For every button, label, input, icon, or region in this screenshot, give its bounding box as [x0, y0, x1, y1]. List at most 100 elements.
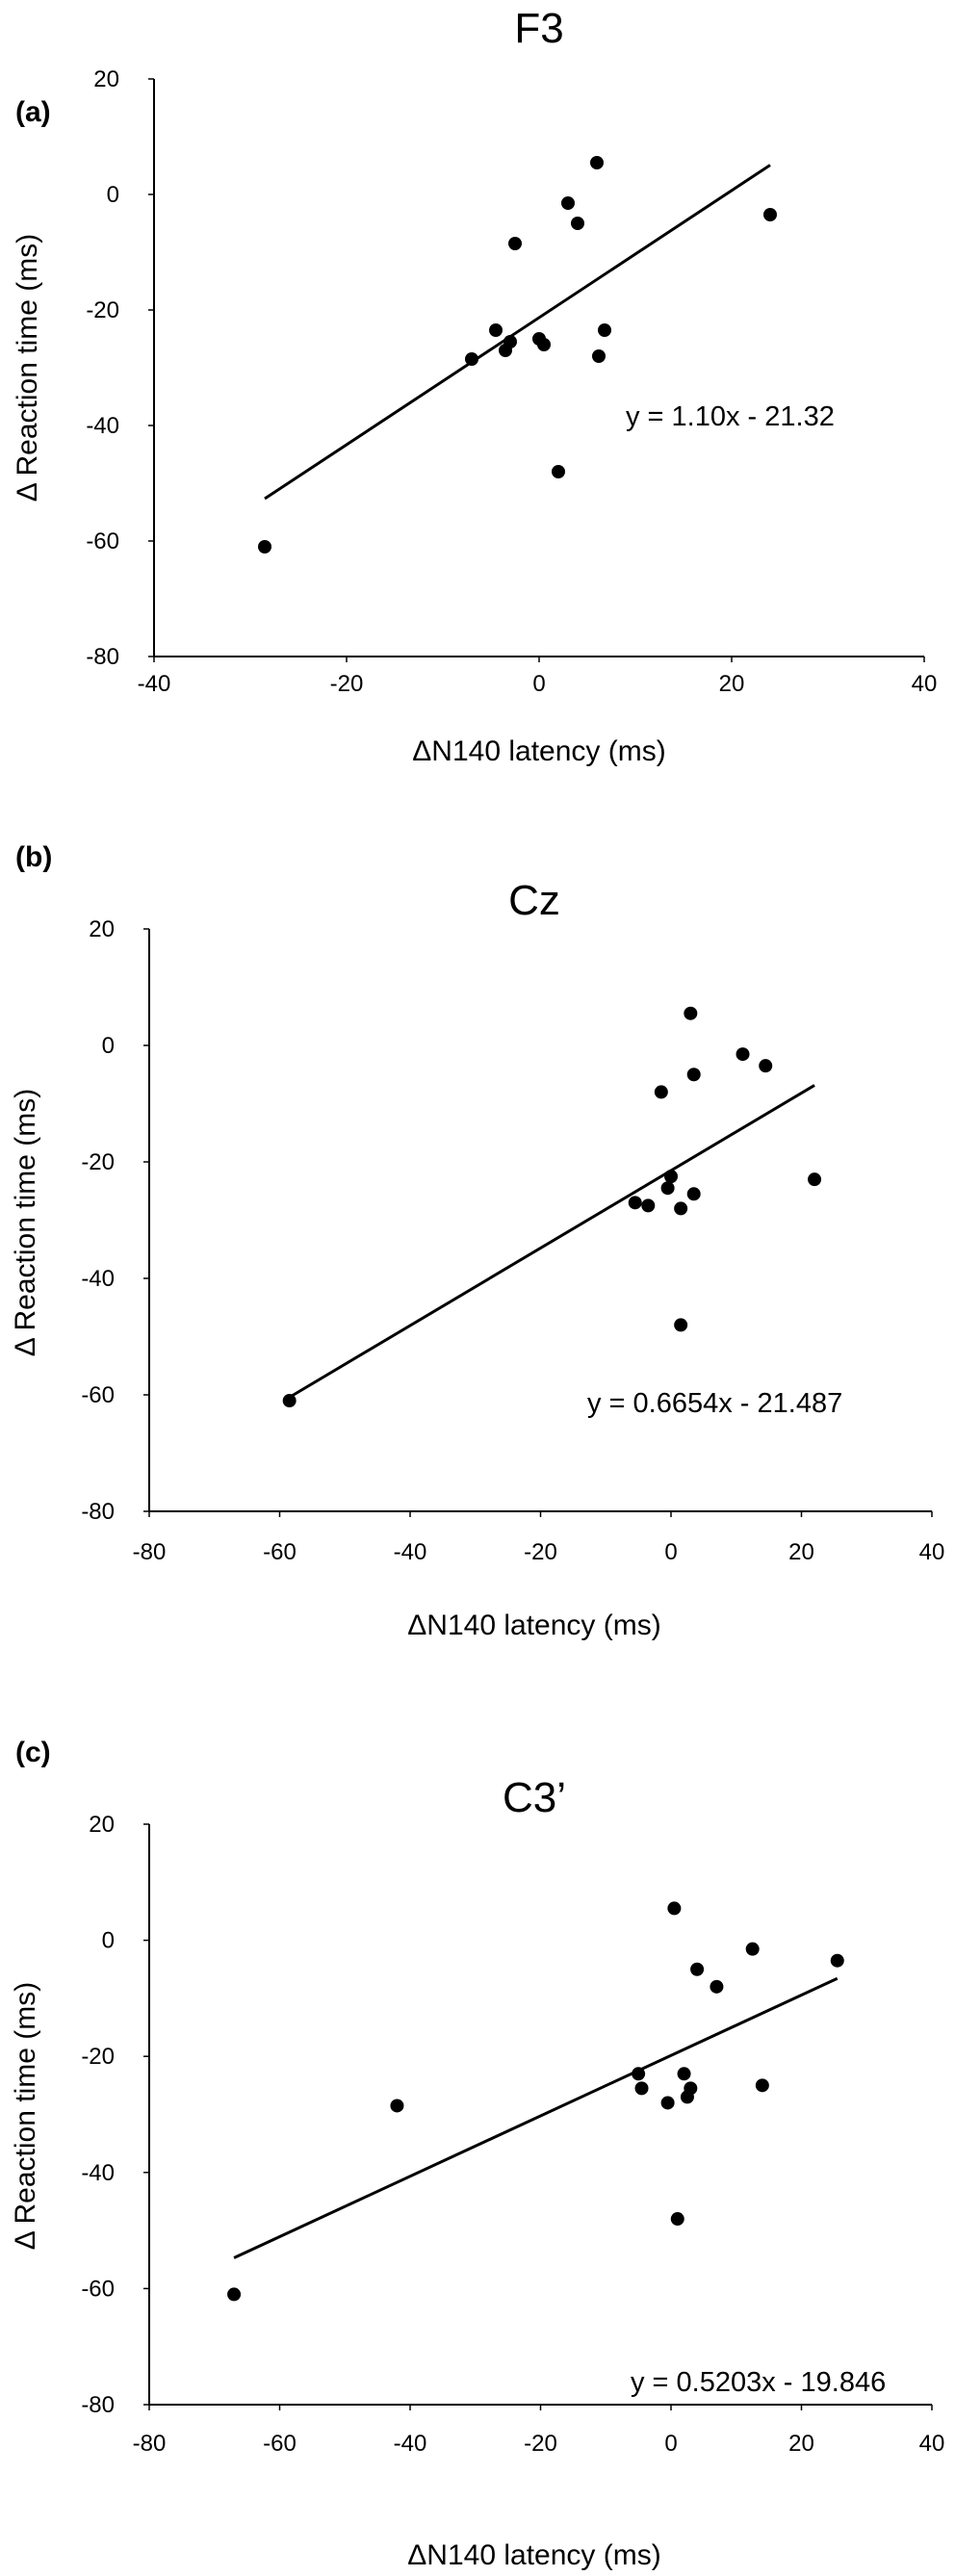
x-tick-label: -80	[133, 1539, 167, 1565]
data-point	[561, 196, 575, 210]
data-point	[674, 1318, 688, 1332]
panel-label: (c)	[15, 1737, 51, 1768]
data-point	[686, 1068, 701, 1082]
y-tick-label: 20	[93, 66, 119, 92]
scatter-chart-b: Cz (b) -80 -60 -40 -20 0 20 -80 -60 -40 -20 0 20 40 ΔN1…	[10, 841, 945, 1641]
data-point	[660, 1181, 675, 1196]
x-tick-label: 20	[788, 2431, 814, 2457]
data-point	[670, 2212, 684, 2227]
x-tick-label: 40	[919, 1539, 945, 1565]
data-point	[763, 208, 777, 221]
y-tick-label: -40	[86, 413, 119, 439]
x-tick-label: -40	[394, 1539, 427, 1565]
data-point	[537, 338, 551, 351]
data-point	[508, 237, 522, 250]
x-tick-label: -20	[524, 2431, 557, 2457]
trendline-equation: y = 0.5203x - 19.846	[631, 2367, 886, 2398]
data-point	[227, 2287, 242, 2302]
y-axis-label: Δ Reaction time (ms)	[12, 234, 43, 502]
x-tick-label: 0	[664, 2431, 677, 2457]
y-tick-label: -60	[81, 1382, 115, 1408]
data-point	[641, 1198, 656, 1213]
data-point	[667, 1901, 682, 1916]
trendline	[264, 164, 771, 501]
data-point	[674, 1201, 688, 1216]
chart-panel-c: C3’ (c) -80 -60 -40 -20 0 20 -80 -60 -40 -20 0 20 40 ΔN…	[0, 1733, 955, 2576]
y-tick-label: -40	[81, 1266, 115, 1292]
y-tick-label: -60	[86, 528, 119, 554]
x-tick-label: 40	[919, 2431, 945, 2457]
x-tick-label: 0	[532, 671, 545, 697]
data-point	[745, 1942, 760, 1956]
data-point	[489, 323, 503, 337]
data-point	[677, 2067, 691, 2081]
data-point	[503, 335, 517, 348]
x-tick-label: -20	[330, 671, 364, 697]
x-tick-label: 40	[912, 671, 938, 697]
trendline	[233, 1976, 839, 2259]
trendline-equation: y = 0.6654x - 21.487	[587, 1388, 842, 1419]
trendline-equation: y = 1.10x - 21.32	[626, 401, 835, 432]
x-axis-label: ΔN140 latency (ms)	[412, 735, 665, 767]
data-point	[465, 352, 478, 366]
data-point	[258, 540, 271, 554]
y-tick-label: 20	[89, 916, 115, 942]
y-tick-label: -80	[86, 644, 119, 670]
y-tick-label: -20	[81, 2044, 115, 2070]
data-point	[628, 1196, 642, 1210]
x-axis-label: ΔN140 latency (ms)	[407, 2539, 660, 2571]
y-axis-label: Δ Reaction time (ms)	[10, 1089, 41, 1356]
data-point	[690, 1962, 705, 1976]
x-tick-label: 20	[788, 1539, 814, 1565]
chart-title: Cz	[508, 877, 560, 924]
data-point	[598, 323, 611, 337]
data-point	[632, 2067, 646, 2081]
y-tick-label: 0	[107, 182, 119, 208]
data-point	[634, 2081, 649, 2096]
chart-panel-b: Cz (b) -80 -60 -40 -20 0 20 -80 -60 -40 -20 0 20 40 ΔN1…	[0, 837, 955, 1685]
data-point	[592, 349, 606, 363]
scatter-chart-a: F3 (a) -80 -60 -40 -20 0 20 -40 -20 0 20 40 ΔN140 lat…	[12, 5, 938, 767]
data-point	[736, 1047, 750, 1062]
data-point	[282, 1394, 297, 1408]
x-tick-label: -40	[394, 2431, 427, 2457]
y-axis-label: Δ Reaction time (ms)	[10, 1982, 41, 2250]
panel-label: (a)	[15, 96, 51, 128]
data-point	[552, 465, 565, 478]
x-tick-label: -20	[524, 1539, 557, 1565]
scatter-chart-c: C3’ (c) -80 -60 -40 -20 0 20 -80 -60 -40 -20 0 20 40 ΔN…	[10, 1737, 945, 2571]
x-tick-label: -40	[138, 671, 171, 697]
trendline	[288, 1084, 815, 1399]
x-tick-label: -60	[263, 1539, 297, 1565]
data-point	[830, 1953, 844, 1968]
x-tick-label: -80	[133, 2431, 167, 2457]
y-tick-label: -80	[81, 2392, 115, 2418]
y-tick-label: -20	[81, 1149, 115, 1175]
data-point	[660, 2096, 675, 2110]
x-tick-label: 20	[719, 671, 745, 697]
data-point	[759, 1059, 773, 1073]
y-tick-label: 0	[102, 1928, 115, 1954]
panel-label: (b)	[15, 841, 52, 873]
x-tick-label: 0	[664, 1539, 677, 1565]
y-tick-label: -80	[81, 1499, 115, 1525]
data-point	[684, 2081, 698, 2096]
data-point	[664, 1170, 678, 1184]
data-point	[390, 2099, 404, 2113]
chart-title: C3’	[503, 1774, 566, 1821]
data-point	[808, 1172, 822, 1187]
chart-panel-a: F3 (a) -80 -60 -40 -20 0 20 -40 -20 0 20 40 ΔN140 lat…	[0, 0, 955, 789]
y-tick-label: 0	[102, 1033, 115, 1059]
data-point	[654, 1085, 668, 1099]
chart-title: F3	[514, 5, 563, 52]
y-tick-label: -20	[86, 297, 119, 323]
y-tick-label: -60	[81, 2276, 115, 2302]
y-tick-label: -40	[81, 2160, 115, 2186]
x-tick-label: -60	[263, 2431, 297, 2457]
data-point	[686, 1187, 701, 1201]
data-point	[590, 156, 604, 169]
y-tick-label: 20	[89, 1812, 115, 1838]
x-axis-label: ΔN140 latency (ms)	[407, 1610, 660, 1641]
data-point	[755, 2078, 769, 2093]
data-point	[571, 217, 584, 230]
